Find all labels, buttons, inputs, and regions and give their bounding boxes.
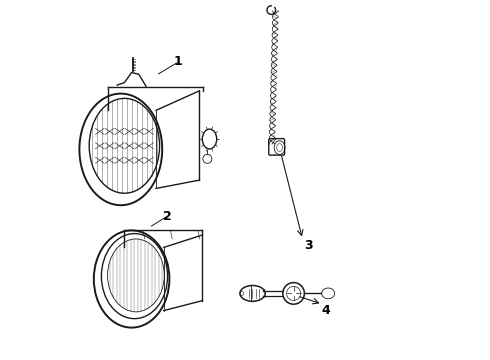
Text: 2: 2 [163, 210, 172, 222]
Text: 4: 4 [321, 304, 330, 317]
Text: 1: 1 [174, 55, 183, 68]
Text: 3: 3 [304, 239, 312, 252]
